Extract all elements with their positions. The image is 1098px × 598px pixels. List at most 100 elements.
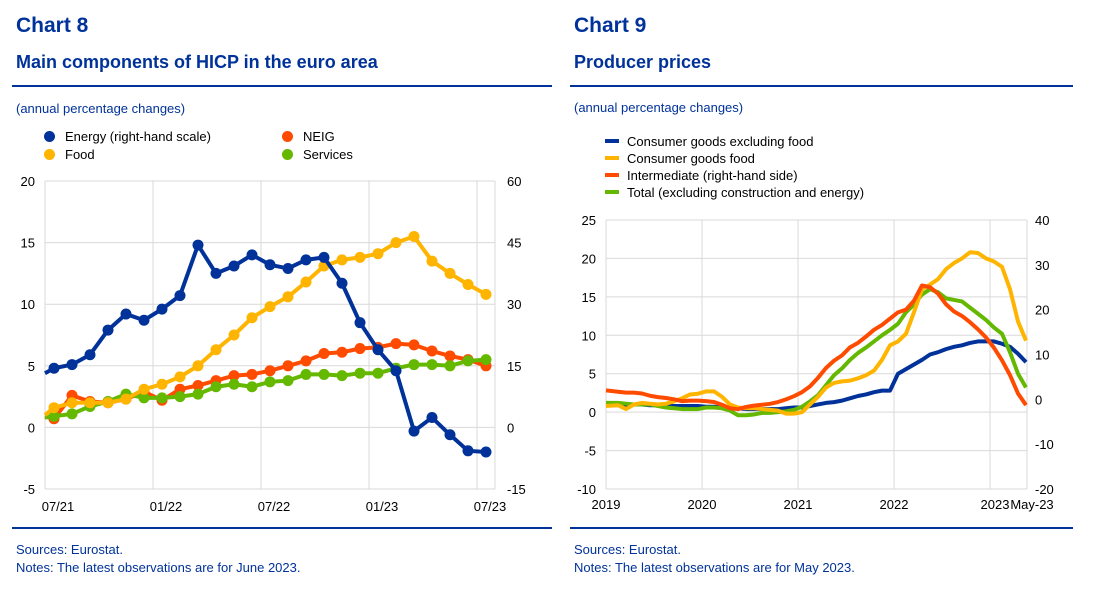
x-tick-label: 07/22 (258, 499, 291, 514)
legend-label: Intermediate (right-hand side) (627, 168, 798, 183)
data-point-neig (192, 380, 204, 392)
y-left-tick-label: 20 (582, 251, 596, 266)
data-point-services (300, 368, 312, 380)
y-left-tick-label: 20 (21, 174, 35, 189)
data-point-neig (300, 355, 312, 367)
legend-item-services: Services (282, 147, 353, 162)
series-line-consumer-goods-excluding-food (606, 339, 1028, 412)
data-point-food (66, 397, 78, 409)
legend-item-food: Food (44, 147, 95, 162)
y-left-tick-label: 25 (582, 213, 596, 228)
data-point-energy-right-hand-scale (138, 314, 150, 326)
y-left-tick-label: 15 (582, 290, 596, 305)
x-tick-label: 2023 (981, 497, 1010, 512)
chart8-sources: Sources: Eurostat. (16, 542, 123, 557)
legend-label: Consumer goods excluding food (627, 134, 814, 149)
y-right-tick-label: 30 (1035, 258, 1049, 273)
y-left-tick-label: -5 (23, 482, 35, 497)
y-right-tick-label: -15 (507, 482, 526, 497)
data-point-services (318, 368, 330, 380)
data-point-food (102, 397, 114, 409)
data-point-food (264, 301, 276, 313)
legend-label: Consumer goods food (627, 151, 755, 166)
chart9-subtitle: (annual percentage changes) (574, 100, 744, 115)
data-point-neig (354, 343, 366, 355)
data-point-energy-right-hand-scale (66, 359, 78, 371)
y-right-tick-label: 10 (1035, 348, 1049, 363)
data-point-energy-right-hand-scale (120, 308, 132, 320)
data-point-energy-right-hand-scale (462, 445, 474, 457)
data-point-food (246, 312, 258, 324)
data-point-neig (246, 368, 258, 380)
x-tick-label: 07/21 (42, 499, 75, 514)
legend-item-total: Total (excluding construction and energy… (605, 185, 864, 200)
data-point-food (174, 371, 186, 383)
legend-item-intermediate: Intermediate (right-hand side) (605, 168, 798, 183)
y-right-tick-label: 40 (1035, 213, 1049, 228)
series-line-intermediate-right-hand-side (605, 283, 1028, 412)
data-point-energy-right-hand-scale (372, 344, 384, 356)
chart9-bottom-rule (570, 527, 1073, 529)
data-point-services (192, 388, 204, 400)
data-point-energy-right-hand-scale (354, 317, 366, 329)
y-right-tick-label: 45 (507, 236, 521, 251)
data-point-energy-right-hand-scale (192, 239, 204, 251)
data-point-energy-right-hand-scale (408, 425, 420, 437)
data-point-energy-right-hand-scale (246, 249, 258, 261)
data-point-food (408, 230, 420, 242)
y-right-tick-label: -20 (1035, 482, 1054, 497)
y-left-tick-label: -10 (577, 482, 596, 497)
y-left-tick-label: 10 (21, 297, 35, 312)
data-point-food (48, 402, 60, 414)
y-left-tick-label: 15 (21, 236, 35, 251)
data-point-energy-right-hand-scale (48, 362, 60, 374)
data-point-food (372, 248, 384, 260)
chart9-sources: Sources: Eurostat. (574, 542, 681, 557)
legend-marker-consumer-food (605, 156, 619, 160)
y-left-tick-label: 0 (28, 420, 35, 435)
data-point-energy-right-hand-scale (210, 267, 222, 279)
data-point-food (300, 276, 312, 288)
data-point-services (462, 355, 474, 367)
data-point-energy-right-hand-scale (300, 254, 312, 266)
data-point-neig (264, 365, 276, 377)
data-point-food (156, 378, 168, 390)
legend-marker-consumer-excl-food (605, 139, 619, 143)
x-tick-label: May-23 (1010, 497, 1053, 512)
data-point-energy-right-hand-scale (336, 277, 348, 289)
chart8-title: Main components of HICP in the euro area (16, 52, 378, 72)
data-point-food (210, 344, 222, 356)
x-tick-label: 2020 (688, 497, 717, 512)
data-point-neig (426, 345, 438, 357)
data-point-services (156, 392, 168, 404)
legend-item-neig: NEIG (282, 129, 335, 144)
chart8-footer: Sources: Eurostat. Notes: The latest obs… (16, 541, 300, 577)
data-point-services (408, 359, 420, 371)
legend-marker-neig (282, 131, 293, 142)
data-point-services (426, 359, 438, 371)
data-point-energy-right-hand-scale (264, 259, 276, 271)
chart8-plot: -5 0 5 10 15 20 -15 0 15 30 45 60 07/21 01/22 07/22 01/… (21, 174, 526, 514)
legend-label: Total (excluding construction and energy… (627, 185, 865, 200)
data-point-food (120, 393, 132, 405)
data-point-food (444, 267, 456, 279)
chart9-number: Chart 9 (574, 14, 647, 37)
data-point-services (210, 381, 222, 393)
data-point-energy-right-hand-scale (84, 349, 96, 361)
y-right-tick-label: 30 (507, 297, 521, 312)
data-point-neig (282, 360, 294, 372)
data-point-energy-right-hand-scale (444, 429, 456, 441)
data-point-services (444, 360, 456, 372)
data-point-energy-right-hand-scale (390, 365, 402, 377)
chart8-bottom-rule (12, 527, 552, 529)
data-point-energy-right-hand-scale (156, 303, 168, 315)
legend-marker-food (44, 149, 55, 160)
y-right-tick-label: 60 (507, 174, 521, 189)
data-point-services (372, 367, 384, 379)
chart8-subtitle: (annual percentage changes) (16, 101, 186, 116)
data-point-food (462, 278, 474, 290)
x-tick-label: 07/23 (474, 499, 507, 514)
legend-marker-energy (44, 131, 55, 142)
data-point-services (282, 375, 294, 387)
